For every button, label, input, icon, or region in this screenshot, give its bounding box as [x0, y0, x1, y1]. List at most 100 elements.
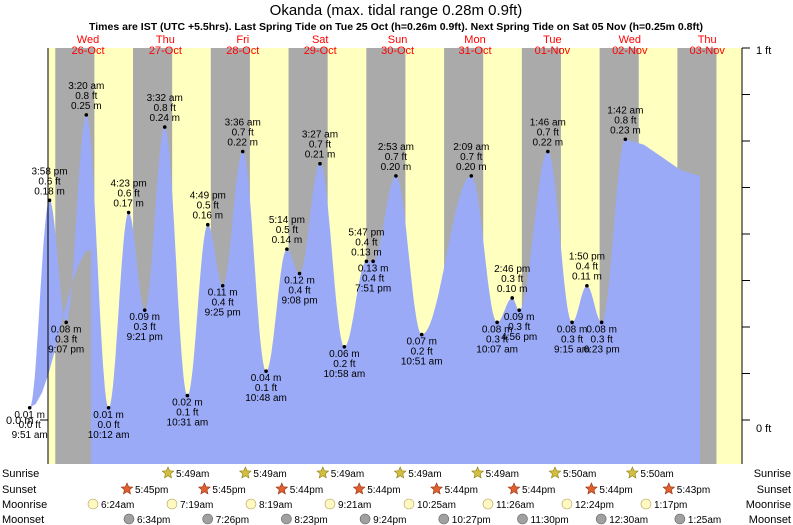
day-name: Wed: [77, 34, 99, 46]
sunrise-icon: [471, 466, 485, 479]
sunrise-icon: [161, 466, 175, 479]
sunrise-time: 5:49am: [253, 469, 286, 480]
moonset-icon: [359, 513, 371, 525]
tide-label: 0.1 ft: [176, 408, 198, 419]
tide-point: [185, 393, 190, 398]
tide-label: 0.22 m: [227, 137, 258, 148]
astro-row-label: Sunset: [2, 484, 36, 496]
day-date: 03-Nov: [689, 45, 725, 57]
tide-label: 0.1 ft: [255, 383, 277, 394]
tide-point: [517, 308, 521, 312]
tide-point: [570, 320, 574, 325]
tide-label: 4:56 pm: [501, 332, 537, 343]
tide-label: 0.3 ft: [561, 334, 583, 345]
tide-label: 10:51 am: [401, 357, 443, 368]
tide-point: [371, 259, 375, 264]
y-right-top-label: 1 ft: [756, 45, 771, 57]
tide-label: 3:20 am: [68, 81, 104, 92]
tide-label: 0.07 m: [406, 337, 437, 348]
moonrise-time: 12:24pm: [575, 500, 614, 511]
sunrise-time: 5:49am: [486, 469, 519, 480]
tide-label: 0.11 m: [208, 288, 238, 299]
tide-label: 0.5 ft: [276, 225, 298, 236]
day-date: 27-Oct: [149, 45, 182, 57]
tide-label: 7:51 pm: [355, 283, 391, 294]
tide-label: 0.3 ft: [486, 334, 508, 345]
tide-label: 0.23 m: [610, 125, 641, 136]
moonset-icon: [123, 513, 135, 525]
day-name: Fri: [236, 34, 249, 46]
tide-point: [220, 283, 225, 288]
tide-water-area: [29, 114, 700, 465]
tide-label: 10:48 am: [245, 393, 287, 404]
sunset-time: 5:44pm: [290, 485, 323, 496]
tide-label: 0.11 m: [572, 272, 602, 283]
moonrise-time: 8:19am: [259, 500, 292, 511]
moonset-time: 1:25am: [688, 515, 721, 525]
moonset-time: 11:30pm: [531, 515, 569, 525]
tide-point: [64, 320, 69, 325]
tide-point: [162, 125, 167, 129]
sunset-time: 5:43pm: [677, 485, 710, 496]
tide-label: 0.08 m: [557, 324, 588, 335]
day-name: Sun: [388, 34, 408, 46]
tide-point: [510, 296, 514, 300]
sunrise-time: 5:50am: [640, 469, 673, 480]
day-name: Wed: [619, 34, 641, 46]
sunrise-icon: [238, 466, 252, 479]
tide-label: 0.10 m: [497, 284, 528, 295]
day-date: 01-Nov: [535, 45, 571, 57]
tide-label: 3:32 am: [147, 93, 183, 104]
tide-label: 0.09 m: [129, 312, 160, 323]
tide-label: 0.01 m: [93, 410, 124, 421]
tide-label: 0.2 ft: [411, 347, 433, 358]
moonset-icon: [674, 513, 686, 525]
moonset-time: 8:23pm: [294, 515, 327, 525]
tide-label: 9:51 am: [12, 430, 48, 441]
tide-label: 0.21 m: [305, 150, 336, 161]
sunset-icon: [507, 482, 521, 495]
sunrise-icon: [625, 466, 639, 479]
tide-label: 1:46 am: [530, 117, 566, 128]
tide-label: 0.7 ft: [385, 152, 407, 163]
tide-label: 10:12 am: [88, 430, 130, 441]
tide-label: 0.25 m: [71, 101, 102, 112]
tide-label: 6:23 pm: [584, 344, 620, 355]
moonset-icon: [281, 513, 292, 525]
tide-label: 5:47 pm: [348, 227, 384, 238]
tide-point: [106, 405, 111, 410]
tide-point: [364, 259, 369, 264]
tide-label: 9:08 pm: [281, 296, 317, 307]
tide-label: 0.08 m: [51, 324, 82, 335]
tide-label: 0.20 m: [381, 162, 412, 173]
tide-label: 9:07 pm: [48, 344, 84, 355]
tide-label: 0.16 m: [193, 211, 224, 222]
tide-label: 0.04 m: [251, 373, 282, 384]
tide-label: 0.4 ft: [576, 262, 598, 273]
day-date: 26-Oct: [71, 45, 104, 57]
astro-row-label-right: Sunset: [757, 484, 791, 496]
tide-label: 0.7 ft: [309, 140, 331, 151]
moonset-icon: [438, 513, 450, 525]
moonrise-time: 9:21am: [338, 500, 371, 511]
moonrise-time: 10:25am: [417, 500, 456, 511]
tide-label: 9:21 pm: [127, 332, 163, 343]
tide-label: 0.02 m: [172, 398, 203, 409]
tide-label: 0.8 ft: [75, 91, 97, 102]
astro-row-label-right: Moonset: [749, 514, 791, 525]
astro-row-label: Moonset: [2, 514, 44, 525]
sunrise-time: 5:50am: [563, 469, 596, 480]
astro-row-label: Sunrise: [2, 468, 39, 480]
moonrise-time: 1:17pm: [654, 500, 687, 511]
day-labels: Wed26-OctThu27-OctFri28-OctSat29-OctSun3…: [71, 34, 725, 57]
tide-label: 1:42 am: [607, 105, 643, 116]
chart-subtitle: Times are IST (UTC +5.5hrs). Last Spring…: [89, 21, 703, 33]
moonrise-icon: [245, 498, 257, 510]
tide-label: 0.18 m: [34, 186, 65, 197]
day-name: Sat: [312, 34, 329, 46]
moonrise-icon: [561, 498, 573, 510]
moonset-time: 7:26pm: [216, 515, 249, 525]
tide-label: 0.22 m: [533, 137, 564, 148]
tide-labels: 0.01 m0.0 ft9:51 am3:58 pm0.6 ft0.18 m0.…: [12, 81, 644, 441]
tide-label: 0.0 ft: [19, 420, 41, 431]
